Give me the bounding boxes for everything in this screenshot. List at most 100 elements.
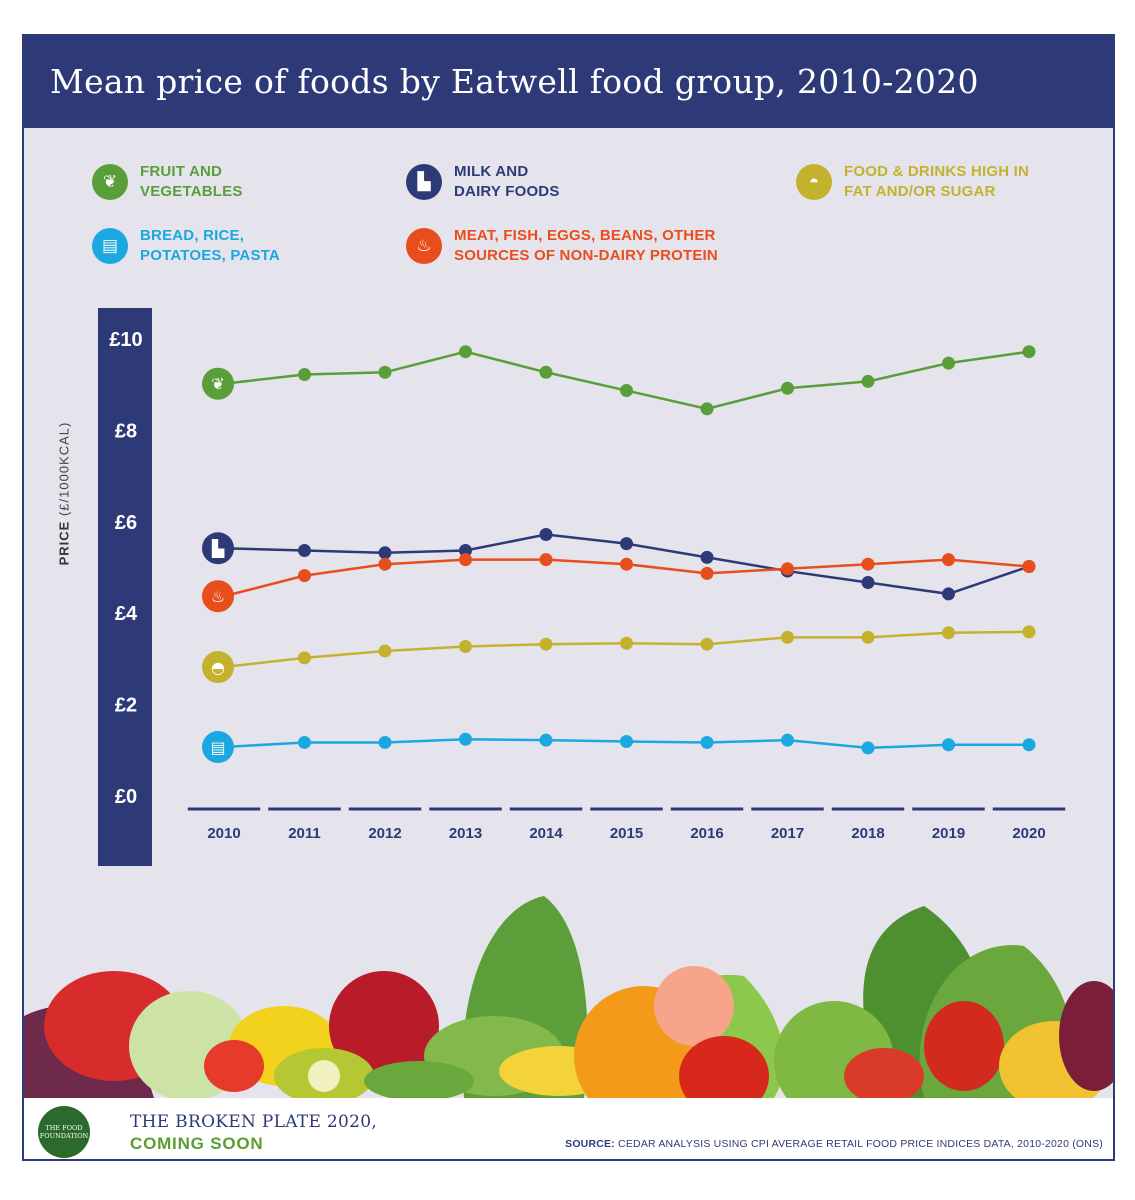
- data-point: [700, 550, 714, 564]
- page-title: Mean price of foods by Eatwell food grou…: [50, 62, 979, 101]
- data-point: [942, 738, 955, 752]
- source-note: SOURCE: CEDAR ANALYSIS USING CPI AVERAGE…: [565, 1138, 1103, 1150]
- x-tick-label: 2016: [690, 825, 723, 842]
- snack-icon: ◓: [796, 164, 832, 200]
- series-start-glyph: ❦: [211, 375, 224, 394]
- data-point: [378, 644, 392, 658]
- y-tick-label: £4: [115, 603, 138, 625]
- data-point: [781, 381, 794, 395]
- milk-carton-icon: [202, 532, 234, 565]
- series-start-glyph: ▙: [211, 539, 225, 558]
- data-point: [378, 557, 392, 571]
- legend-protein-line2: SOURCES OF NON-DAIRY PROTEIN: [454, 247, 718, 264]
- data-point: [539, 637, 553, 651]
- data-point: [539, 733, 553, 747]
- data-point: [781, 630, 794, 644]
- data-point: [700, 402, 714, 416]
- header-bar: Mean price of foods by Eatwell food grou…: [24, 36, 1113, 128]
- food-foundation-logo: THE FOOD FOUNDATION: [38, 1106, 90, 1158]
- y-tick-label: £0: [115, 786, 137, 808]
- data-point: [298, 735, 311, 749]
- data-point: [459, 345, 472, 359]
- data-point: [620, 636, 633, 650]
- data-point: [861, 630, 875, 644]
- data-point: [942, 553, 955, 567]
- chicken-icon: [202, 580, 234, 613]
- data-point: [1022, 345, 1036, 359]
- data-point: [861, 557, 875, 571]
- data-point: [378, 546, 392, 560]
- data-point: [781, 562, 794, 576]
- y-tick-label: £2: [115, 695, 137, 717]
- data-point: [459, 639, 472, 653]
- legend-fat-line1: FOOD & DRINKS HIGH IN: [844, 163, 1030, 180]
- data-point: [1022, 625, 1036, 639]
- data-point: [298, 569, 311, 583]
- x-tick-label: 2018: [851, 825, 884, 842]
- infographic-frame: Mean price of foods by Eatwell food grou…: [22, 34, 1115, 1161]
- y-tick-label: £8: [115, 420, 137, 442]
- data-point: [539, 553, 553, 567]
- legend-dairy-line2: DAIRY FOODS: [454, 183, 560, 200]
- data-point: [620, 537, 633, 551]
- vegetables-illustration: [24, 866, 1113, 1098]
- bread-icon: [202, 731, 234, 764]
- legend-bread-line1: BREAD, RICE,: [140, 227, 245, 244]
- data-point: [539, 528, 553, 542]
- data-point: [700, 637, 714, 651]
- data-point: [700, 735, 714, 749]
- x-tick-label: 2020: [1012, 825, 1045, 842]
- data-point: [378, 735, 392, 749]
- footer-title-line2: COMING SOON: [130, 1134, 264, 1153]
- data-point: [942, 356, 955, 370]
- data-point: [861, 741, 875, 755]
- legend-fruit-line1: FRUIT AND: [140, 163, 223, 180]
- data-point: [861, 575, 875, 589]
- y-tick-label: £6: [115, 512, 137, 534]
- data-point: [1022, 738, 1036, 752]
- chicken-icon: ♨: [406, 228, 442, 264]
- x-tick-label: 2012: [368, 825, 401, 842]
- legend-protein-line1: MEAT, FISH, EGGS, BEANS, OTHER: [454, 227, 716, 244]
- data-point: [942, 587, 955, 601]
- data-point: [620, 384, 633, 398]
- footer: THE FOOD FOUNDATION THE BROKEN PLATE 202…: [24, 1098, 1113, 1159]
- y-tick-label: £10: [109, 329, 142, 351]
- series-line: [223, 350, 1030, 411]
- x-tick-label: 2010: [207, 825, 240, 842]
- data-point: [942, 626, 955, 640]
- x-tick-label: 2017: [771, 825, 804, 842]
- x-tick-label: 2015: [610, 825, 643, 842]
- legend-fat: ◓ FOOD & DRINKS HIGH IN FAT AND/OR SUGAR: [796, 162, 1029, 202]
- x-tick-label: 2014: [529, 825, 563, 842]
- milk-carton-icon: ▙: [406, 164, 442, 200]
- bread-icon: ▤: [92, 228, 128, 264]
- apple-icon: ❦: [92, 164, 128, 200]
- data-point: [620, 735, 633, 749]
- legend-fruit: ❦ FRUIT AND VEGETABLES: [92, 162, 243, 202]
- data-point: [861, 374, 875, 388]
- data-point: [298, 544, 311, 558]
- series-start-glyph: ◓: [211, 658, 225, 677]
- series-start-glyph: ♨: [211, 587, 225, 606]
- data-point: [539, 365, 553, 379]
- x-tick-label: 2011: [288, 825, 321, 842]
- legend-bread-line2: POTATOES, PASTA: [140, 247, 280, 264]
- data-point: [459, 732, 472, 746]
- x-tick-label: 2013: [449, 825, 482, 842]
- footer-title: THE BROKEN PLATE 2020, COMING SOON: [130, 1112, 377, 1154]
- data-point: [298, 651, 311, 665]
- legend-fruit-line2: VEGETABLES: [140, 183, 243, 200]
- data-point: [378, 365, 392, 379]
- legend-protein: ♨ MEAT, FISH, EGGS, BEANS, OTHER SOURCES …: [406, 226, 718, 266]
- data-point: [781, 733, 794, 747]
- data-point: [620, 557, 633, 571]
- legend-fat-line2: FAT AND/OR SUGAR: [844, 183, 996, 200]
- footer-title-line1: THE BROKEN PLATE 2020,: [130, 1112, 378, 1132]
- data-point: [459, 553, 472, 567]
- apple-icon: [202, 367, 234, 400]
- data-point: [298, 368, 311, 382]
- legend-bread: ▤ BREAD, RICE, POTATOES, PASTA: [92, 226, 280, 266]
- legend-dairy-line1: MILK AND: [454, 163, 529, 180]
- data-point: [700, 566, 714, 580]
